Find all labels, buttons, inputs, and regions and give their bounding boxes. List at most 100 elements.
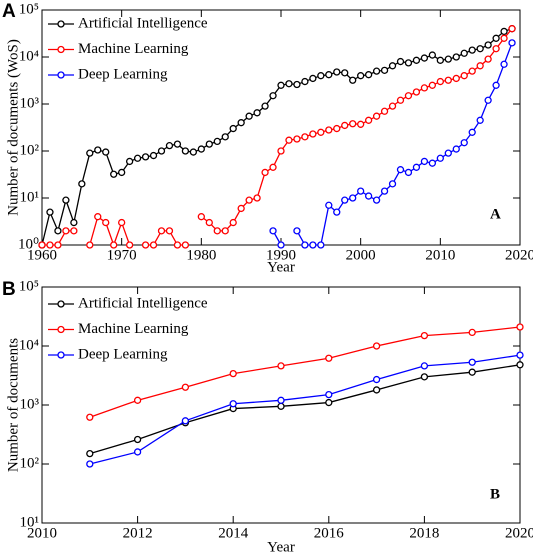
y-axis-label: Number of documents (WoS)	[5, 39, 21, 216]
data-point	[62, 196, 70, 204]
data-point	[436, 77, 444, 86]
data-point	[125, 241, 134, 249]
data-point	[133, 154, 142, 162]
data-point	[181, 147, 190, 155]
x-tick-label: 2018	[409, 525, 439, 541]
series-line	[272, 42, 513, 246]
data-point	[349, 194, 357, 202]
data-point	[412, 56, 421, 64]
data-point	[261, 102, 269, 110]
data-point	[277, 396, 285, 404]
data-point	[245, 196, 253, 204]
legend-label: Machine Learning	[78, 321, 189, 337]
x-tick-label: 2012	[123, 525, 153, 541]
data-point	[277, 241, 285, 249]
data-point	[372, 112, 381, 120]
x-tick-label: 2020	[505, 525, 533, 541]
data-point	[420, 84, 429, 92]
data-point	[325, 71, 333, 79]
data-point	[301, 133, 309, 141]
x-tick-label: 2010	[425, 247, 455, 263]
data-point	[468, 46, 476, 54]
data-point	[357, 187, 365, 195]
data-point	[133, 448, 142, 456]
data-point	[277, 402, 285, 410]
data-point	[221, 227, 229, 235]
data-point	[94, 213, 102, 221]
data-point	[357, 120, 365, 128]
data-point	[94, 146, 102, 154]
data-point	[86, 241, 94, 249]
data-point	[301, 241, 309, 249]
x-tick-label: 1980	[186, 247, 216, 263]
data-point	[181, 417, 190, 425]
data-point	[46, 241, 54, 249]
data-point	[476, 62, 484, 70]
data-point	[70, 227, 78, 235]
data-point	[468, 128, 476, 136]
data-point	[62, 227, 70, 235]
data-point	[54, 241, 62, 249]
series-line	[89, 354, 521, 465]
series-line	[89, 326, 521, 418]
data-point	[420, 362, 429, 370]
data-point	[396, 57, 405, 66]
data-point	[237, 204, 245, 213]
data-point	[484, 96, 492, 104]
data-point	[333, 124, 341, 133]
data-point	[444, 55, 452, 63]
data-point	[197, 145, 205, 153]
data-point	[293, 227, 301, 235]
data-point	[133, 396, 142, 404]
data-point	[492, 81, 500, 89]
data-point	[54, 227, 62, 235]
data-point	[341, 69, 349, 77]
data-point	[309, 241, 317, 249]
data-point	[317, 72, 325, 80]
data-point	[133, 435, 142, 444]
data-point	[436, 56, 444, 64]
data-point	[333, 68, 341, 76]
y-tick-label: 10¹	[20, 189, 40, 205]
data-point	[468, 368, 476, 376]
data-point	[173, 140, 182, 148]
data-point	[508, 39, 516, 47]
data-point	[372, 386, 381, 394]
annotation: A	[490, 206, 501, 222]
data-point	[436, 154, 444, 162]
data-point	[516, 351, 524, 359]
legend-marker	[57, 20, 65, 28]
data-point	[86, 449, 94, 458]
data-point	[452, 145, 460, 153]
data-point	[380, 107, 389, 115]
data-point	[70, 218, 78, 227]
panel-label: B	[2, 279, 16, 300]
data-point	[110, 170, 118, 178]
data-point	[500, 34, 508, 42]
data-point	[78, 180, 86, 188]
data-point	[460, 72, 468, 80]
data-point	[341, 196, 349, 204]
data-point	[372, 342, 381, 350]
data-point	[229, 124, 237, 133]
data-point	[468, 358, 476, 366]
legend-marker	[57, 325, 65, 334]
data-point	[476, 45, 484, 53]
data-point	[460, 49, 468, 57]
data-point	[468, 67, 476, 75]
data-point	[325, 398, 333, 407]
data-point	[500, 60, 508, 68]
data-point	[516, 361, 524, 369]
data-point	[349, 120, 357, 128]
x-axis-label: Year	[267, 539, 295, 555]
y-tick-label: 10³	[20, 396, 40, 412]
data-point	[269, 92, 277, 100]
data-point	[325, 354, 333, 362]
data-point	[325, 201, 333, 209]
legend-label: Artificial Intelligence	[78, 295, 208, 311]
data-point	[157, 147, 166, 155]
data-point	[293, 135, 301, 143]
legend-label: Artificial Intelligence	[78, 15, 208, 31]
y-tick-label: 10²	[20, 142, 40, 158]
